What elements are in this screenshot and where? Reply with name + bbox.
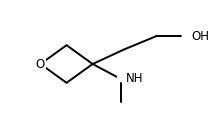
- Text: O: O: [36, 57, 45, 71]
- Text: NH: NH: [126, 72, 144, 85]
- Text: OH: OH: [191, 30, 209, 43]
